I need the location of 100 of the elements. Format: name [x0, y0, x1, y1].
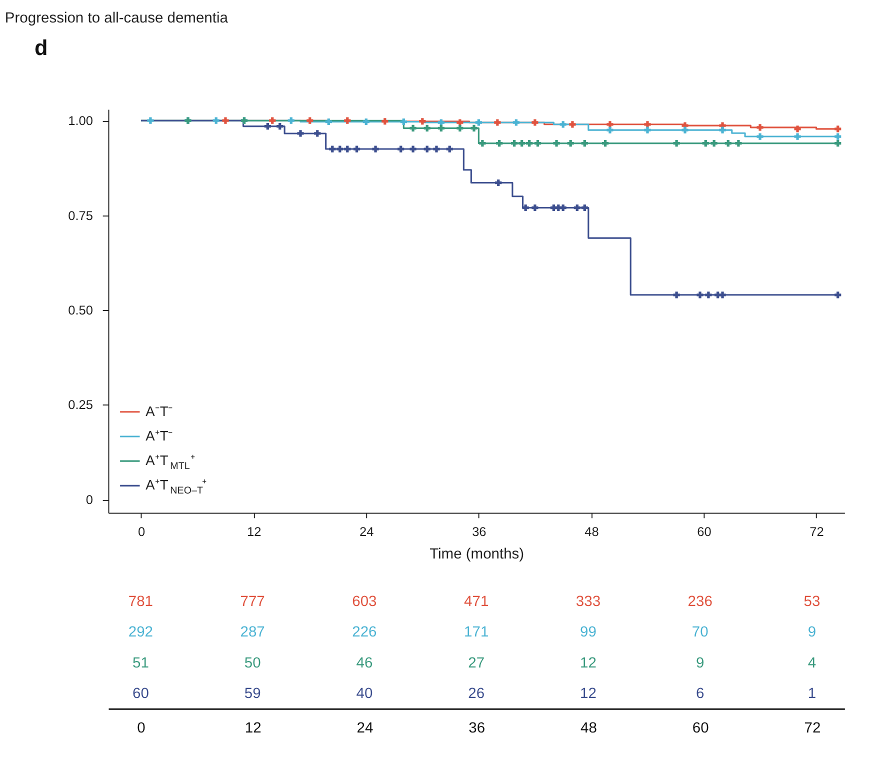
point [297, 130, 304, 137]
point [400, 118, 407, 126]
point [735, 140, 742, 147]
x-tick-label: 60 [697, 524, 712, 539]
point [724, 140, 732, 147]
point [479, 140, 486, 147]
data-label: 51 [132, 655, 149, 672]
point [606, 121, 614, 128]
point [606, 126, 614, 134]
data-label: 12 [580, 686, 596, 702]
point [276, 122, 284, 130]
text: d [34, 35, 48, 60]
data-label: 781 [128, 594, 154, 610]
x-tick-label: 72 [810, 524, 824, 539]
y-tick-label: 0.75 [68, 208, 94, 223]
data-label: 99 [580, 624, 596, 641]
point [522, 204, 529, 212]
point [644, 126, 651, 134]
x-tick-label: 72 [804, 720, 821, 737]
point [147, 117, 154, 124]
x-tick-label: 60 [692, 720, 709, 737]
data-label: 1 [808, 686, 816, 702]
point [470, 124, 478, 132]
data-label: 471 [464, 594, 489, 610]
data-label: 603 [352, 594, 377, 610]
point [719, 292, 726, 298]
data-label: 46 [356, 655, 373, 672]
point [512, 119, 520, 126]
point [410, 146, 416, 152]
point [705, 292, 712, 298]
data-label: 333 [576, 594, 601, 610]
point [424, 146, 430, 152]
point [325, 118, 332, 126]
data-label: 9 [696, 655, 704, 672]
y-tick-label: 0.50 [68, 302, 94, 318]
point [834, 292, 842, 298]
data-label: 40 [356, 686, 373, 702]
point [560, 121, 566, 128]
data-label: 27 [468, 655, 485, 672]
data-label: 9 [808, 624, 816, 641]
legend-label: A⁻T⁻ [146, 404, 174, 419]
x-tick-label: 36 [468, 720, 486, 737]
point [212, 117, 220, 124]
point [511, 140, 518, 147]
x-axis-title: Time (months) [430, 546, 524, 563]
point [314, 130, 321, 137]
point [382, 118, 388, 125]
data-label: 12 [580, 655, 596, 672]
point [673, 140, 680, 147]
x-tick-label: 12 [247, 524, 262, 539]
point [424, 124, 430, 132]
data-label: 70 [692, 624, 708, 641]
point [526, 140, 533, 147]
point [534, 140, 542, 147]
point [710, 140, 718, 147]
point [446, 146, 453, 152]
x-tick-label: 0 [138, 524, 146, 539]
point [581, 204, 588, 212]
data-label: 287 [240, 624, 265, 641]
point [581, 140, 588, 147]
point [433, 146, 440, 152]
point [398, 146, 404, 152]
data-label: 292 [128, 624, 154, 641]
point [362, 118, 370, 126]
point [336, 146, 344, 152]
x-tick-label: 48 [580, 720, 597, 737]
point [532, 119, 538, 126]
point [567, 140, 574, 147]
data-label: 26 [468, 686, 485, 702]
point [419, 118, 426, 125]
point [574, 204, 580, 212]
data-label: 4 [808, 655, 816, 672]
x-tick-label: 36 [472, 524, 486, 539]
point [834, 140, 842, 147]
point [756, 124, 764, 131]
x-tick-label: 24 [356, 720, 374, 737]
point [269, 117, 276, 124]
data-label: 236 [688, 594, 712, 610]
point [306, 117, 314, 124]
x-tick-label: 12 [244, 720, 262, 737]
data-label: 59 [244, 686, 261, 702]
point [264, 122, 271, 130]
point [673, 292, 680, 298]
point [329, 146, 336, 152]
point [495, 179, 502, 186]
point [438, 119, 444, 126]
point [494, 119, 501, 126]
data-label: 53 [804, 594, 820, 610]
legend-label: A⁺T⁻ [146, 428, 174, 444]
y-tick-label: 1.00 [68, 113, 94, 128]
y-tick-label: 0.25 [68, 397, 94, 412]
point [353, 146, 360, 152]
data-label: 171 [464, 624, 489, 641]
point [456, 119, 464, 126]
point [794, 126, 801, 132]
point [518, 140, 526, 147]
data-label: 50 [244, 655, 261, 672]
point [834, 133, 842, 140]
point [719, 126, 726, 134]
point [475, 119, 482, 126]
